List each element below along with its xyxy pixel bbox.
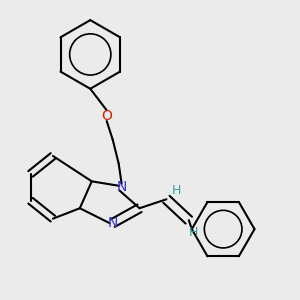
Text: H: H [189, 226, 198, 238]
Text: O: O [101, 109, 112, 123]
Text: H: H [172, 184, 182, 197]
Text: N: N [116, 180, 127, 194]
Text: N: N [107, 216, 118, 230]
